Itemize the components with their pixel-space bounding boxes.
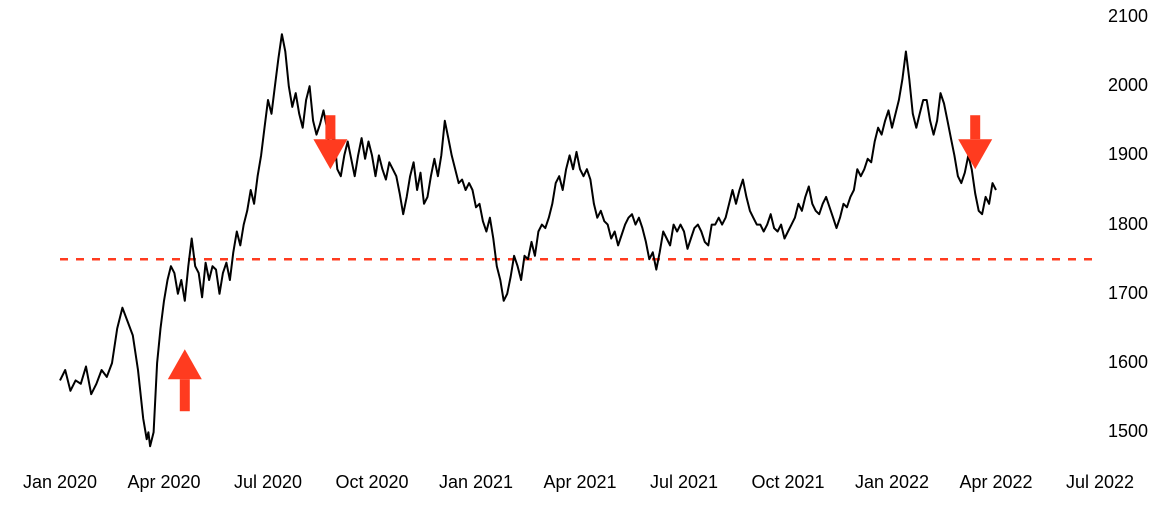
x-tick-label: Apr 2022 bbox=[959, 472, 1032, 493]
x-tick-label: Oct 2021 bbox=[751, 472, 824, 493]
y-tick-label: 1700 bbox=[1108, 283, 1148, 304]
x-tick-label: Jul 2022 bbox=[1066, 472, 1134, 493]
price-chart: 1500 1600 1700 1800 1900 2000 2100 Jan 2020 Apr … bbox=[0, 0, 1170, 515]
x-tick-label: Apr 2021 bbox=[543, 472, 616, 493]
y-tick-label: 2100 bbox=[1108, 6, 1148, 27]
x-tick-label: Jul 2020 bbox=[234, 472, 302, 493]
y-tick-label: 1900 bbox=[1108, 144, 1148, 165]
y-tick-label: 1800 bbox=[1108, 214, 1148, 235]
x-tick-label: Jan 2020 bbox=[23, 472, 97, 493]
x-tick-label: Jul 2021 bbox=[650, 472, 718, 493]
y-tick-label: 1500 bbox=[1108, 421, 1148, 442]
x-tick-label: Oct 2020 bbox=[335, 472, 408, 493]
chart-svg bbox=[0, 0, 1170, 515]
x-tick-label: Apr 2020 bbox=[127, 472, 200, 493]
x-tick-label: Jan 2021 bbox=[439, 472, 513, 493]
y-tick-label: 2000 bbox=[1108, 75, 1148, 96]
y-tick-label: 1600 bbox=[1108, 352, 1148, 373]
x-tick-label: Jan 2022 bbox=[855, 472, 929, 493]
